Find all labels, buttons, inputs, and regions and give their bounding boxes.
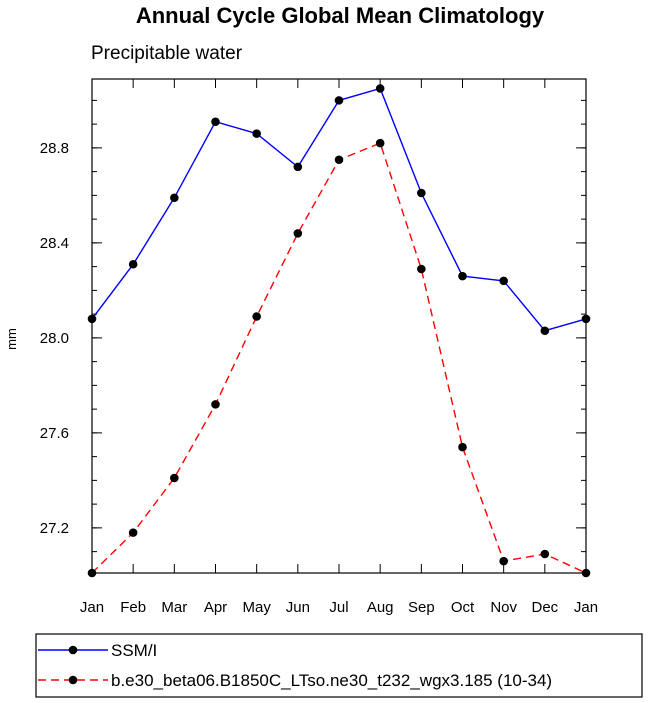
x-tick-label: Jul [329,599,348,616]
y-axis-label: mm [4,328,19,350]
y-tick-label: 27.6 [40,425,69,442]
x-tick-label: Aug [367,599,394,616]
chart-subtitle: Precipitable water [91,43,243,64]
series-0-point [499,276,508,286]
x-tick-label: Jan [574,599,598,616]
series-0-point [170,193,179,203]
series-0-point [375,84,385,93]
legend-marker-0 [68,645,78,655]
legend-marker-1 [68,675,78,685]
series-0-point [417,188,426,198]
x-tick-label: May [242,599,271,616]
legend-label-1: b.e30_beta06.B1850C_LTso.ne30_t232_wgx3.… [111,671,552,690]
series-0-point [540,326,550,336]
series-1-point [540,549,550,559]
series-1-point [499,556,508,566]
x-tick-label: Jan [80,599,104,616]
series-0-point [211,117,220,127]
series-1-point [293,229,303,238]
series-line-1 [91,142,587,574]
series-1-point [458,442,467,452]
series-0-point [293,162,303,172]
chart-title: Annual Cycle Global Mean Climatology [136,3,545,28]
series-1-point [417,264,426,274]
axis-ticks: Jan Feb Mar Apr May Jun Jul Aug Sep Oct Nov Dec Jan 2… [40,79,598,616]
x-tick-label: Sep [408,599,435,616]
legend: SSM/I b.e30_beta06.B1850C_LTso.ne30_t232_… [38,641,552,690]
y-tick-label: 27.2 [40,520,69,537]
x-tick-label: Nov [490,599,517,616]
series-0-point [252,129,261,138]
x-tick-label: Apr [204,599,227,616]
x-tick-label: Jun [286,599,310,616]
x-tick-label: Mar [161,599,187,616]
legend-box [35,633,643,698]
series-1-point [128,528,138,537]
series-0-point [128,259,138,269]
series-0-point [458,271,467,281]
series-1-point [334,155,344,165]
series-1-point [170,473,179,483]
y-tick-label: 28.0 [40,330,69,347]
series-1-point [211,400,220,409]
series-1-point [252,312,261,321]
series-1-point [375,138,385,148]
plot-frame [91,78,587,574]
series-layer [87,84,591,578]
series-line-0 [91,87,587,332]
x-tick-label: Dec [531,599,558,616]
x-tick-label: Oct [451,599,475,616]
y-tick-label: 28.8 [40,140,69,157]
legend-label-0: SSM/I [111,641,157,660]
series-0-point [334,96,344,105]
x-tick-label: Feb [120,599,146,616]
y-tick-label: 28.4 [40,235,69,252]
